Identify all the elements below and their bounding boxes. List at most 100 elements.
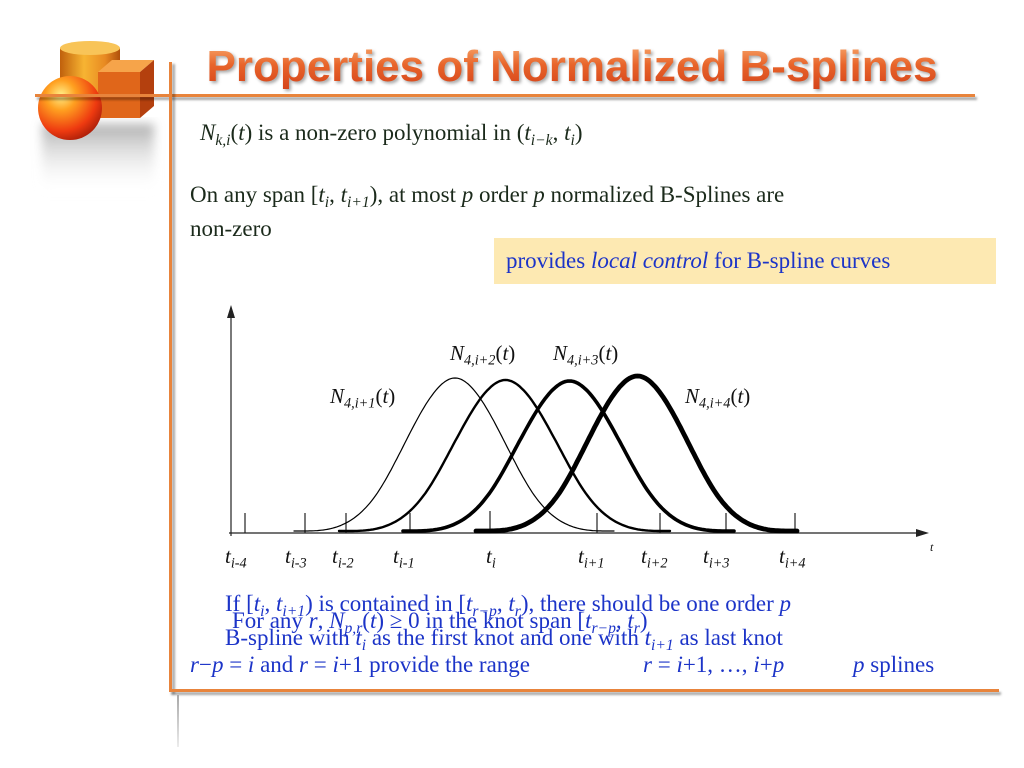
text-fragment: For any (232, 608, 309, 633)
knot-label: ti+3 (703, 543, 730, 572)
text-fragment: , (329, 182, 341, 207)
text-fragment: = (651, 652, 677, 677)
knot-label: ti+4 (779, 543, 806, 571)
knot-symbol: t (275, 591, 283, 616)
subscript: 4,i+2 (464, 352, 496, 369)
range-note: r−p = i and r = i+1 provide the range r … (0, 648, 1024, 682)
text-fragment: ( (375, 384, 383, 408)
knot-symbol: t (627, 608, 634, 633)
subscript: 4,i+1 (344, 395, 376, 412)
subscript: r−p (591, 620, 616, 637)
variable: p (779, 591, 792, 616)
nonnegativity-note: For any r, Np,r(t) ≥ 0 in the knot span … (232, 604, 648, 638)
knot-index: i-4 (230, 555, 247, 572)
variable: t (238, 120, 245, 145)
knot-symbol: t (585, 608, 592, 633)
range-count: p splines (853, 648, 934, 682)
text-fragment: , (264, 591, 276, 616)
text-fragment: splines (864, 652, 935, 677)
slide-title: Properties of Normalized B-splines (165, 45, 979, 89)
accent-rule-left (169, 62, 172, 692)
text-fragment: and (254, 652, 300, 677)
knot-symbol: t (578, 544, 584, 568)
basis-symbol: N (200, 120, 216, 145)
knot-symbol: t (285, 544, 291, 568)
text-fragment: ) (388, 384, 396, 408)
knot-label: ti (486, 543, 496, 572)
variable: p (211, 652, 224, 677)
basis-curve-n4-i2 (337, 378, 672, 533)
text-fragment: +1 provide the range (338, 652, 531, 677)
variable: r (643, 652, 652, 677)
text-fragment: normalized B-Splines are (544, 182, 785, 207)
knot-symbol: t (393, 544, 399, 568)
subscript: r (633, 620, 640, 637)
subscript: r−p (472, 603, 497, 620)
knot-symbol: t (318, 182, 325, 207)
knot-index: i-1 (398, 555, 415, 572)
variable: i (676, 652, 683, 677)
text-fragment: , (615, 608, 628, 633)
text-fragment: as last knot (673, 625, 783, 650)
knot-symbol: t (508, 591, 515, 616)
text-fragment: ) (611, 341, 619, 365)
subscript: i+1 (347, 194, 370, 211)
subscript: r (514, 603, 521, 620)
text-fragment: non-zero (190, 216, 272, 241)
subscript: p,r (344, 620, 363, 637)
text-fragment: order (473, 182, 534, 207)
variable: t (369, 608, 377, 633)
basis-curves (293, 373, 800, 534)
subscript: i (324, 194, 330, 211)
knot-symbol: t (703, 544, 709, 568)
knot-symbol: t (332, 544, 338, 568)
subscript: i+1 (650, 637, 674, 654)
x-axis-label: t (930, 540, 934, 554)
subscript: i (260, 603, 265, 620)
basis-symbol: N (685, 384, 700, 408)
knot-index: i-2 (337, 555, 354, 572)
knot-symbol: t (253, 591, 261, 616)
variable: p (461, 182, 474, 207)
subscript: 4,i+4 (699, 395, 731, 412)
range-values: r = i+1, …, i+p (643, 648, 784, 682)
knot-label: ti-4 (225, 543, 247, 572)
text-fragment: ( (230, 120, 239, 145)
knot-symbol: t (486, 544, 492, 568)
knot-label: ti-3 (285, 543, 307, 572)
variable: t (502, 341, 509, 365)
knot-index: i-3 (290, 555, 307, 572)
text-fragment: for B-spline curves (708, 248, 891, 273)
variable: i (332, 652, 339, 677)
knot-index: i+3 (708, 555, 730, 572)
text-fragment: ), there should be one order (520, 591, 780, 616)
variable: t (382, 384, 389, 408)
curve-label-n4-i3: N4,i+3(t) (553, 340, 619, 368)
subscript: k,i (215, 132, 231, 149)
text-fragment: , (552, 120, 565, 145)
text-fragment: ( (730, 384, 738, 408)
knot-span-note: If [ti, ti+1) is contained in [tr−p, tr)… (225, 587, 791, 655)
text-fragment: ( (362, 608, 370, 633)
basis-symbol: N (553, 341, 568, 365)
text-fragment: as the first knot and one with (366, 625, 645, 650)
basis-curve-n4-i3 (401, 379, 736, 533)
knot-symbol: t (779, 544, 785, 568)
basis-symbol: N (450, 341, 465, 365)
x-axis-arrow (916, 529, 929, 537)
curve-label-n4-i1: N4,i+1(t) (330, 383, 396, 412)
text-fragment: provides (506, 248, 591, 273)
curve-label-n4-i2: N4,i+2(t) (450, 340, 516, 369)
text-fragment: ) is a non-zero polynomial in ( (244, 120, 525, 145)
text-fragment: ) (508, 341, 516, 365)
text-fragment: ), at most (369, 182, 462, 207)
text-fragment: ) (574, 120, 583, 145)
variable: i (247, 652, 255, 677)
local-control-callout: provides local control for B-spline curv… (494, 238, 996, 284)
knot-index: i+2 (646, 555, 668, 572)
text-fragment: If [ (225, 591, 254, 616)
knot-symbol: t (564, 120, 571, 145)
variable: r (190, 652, 199, 677)
knot-symbol: t (355, 625, 362, 650)
knot-index: i (491, 555, 496, 572)
